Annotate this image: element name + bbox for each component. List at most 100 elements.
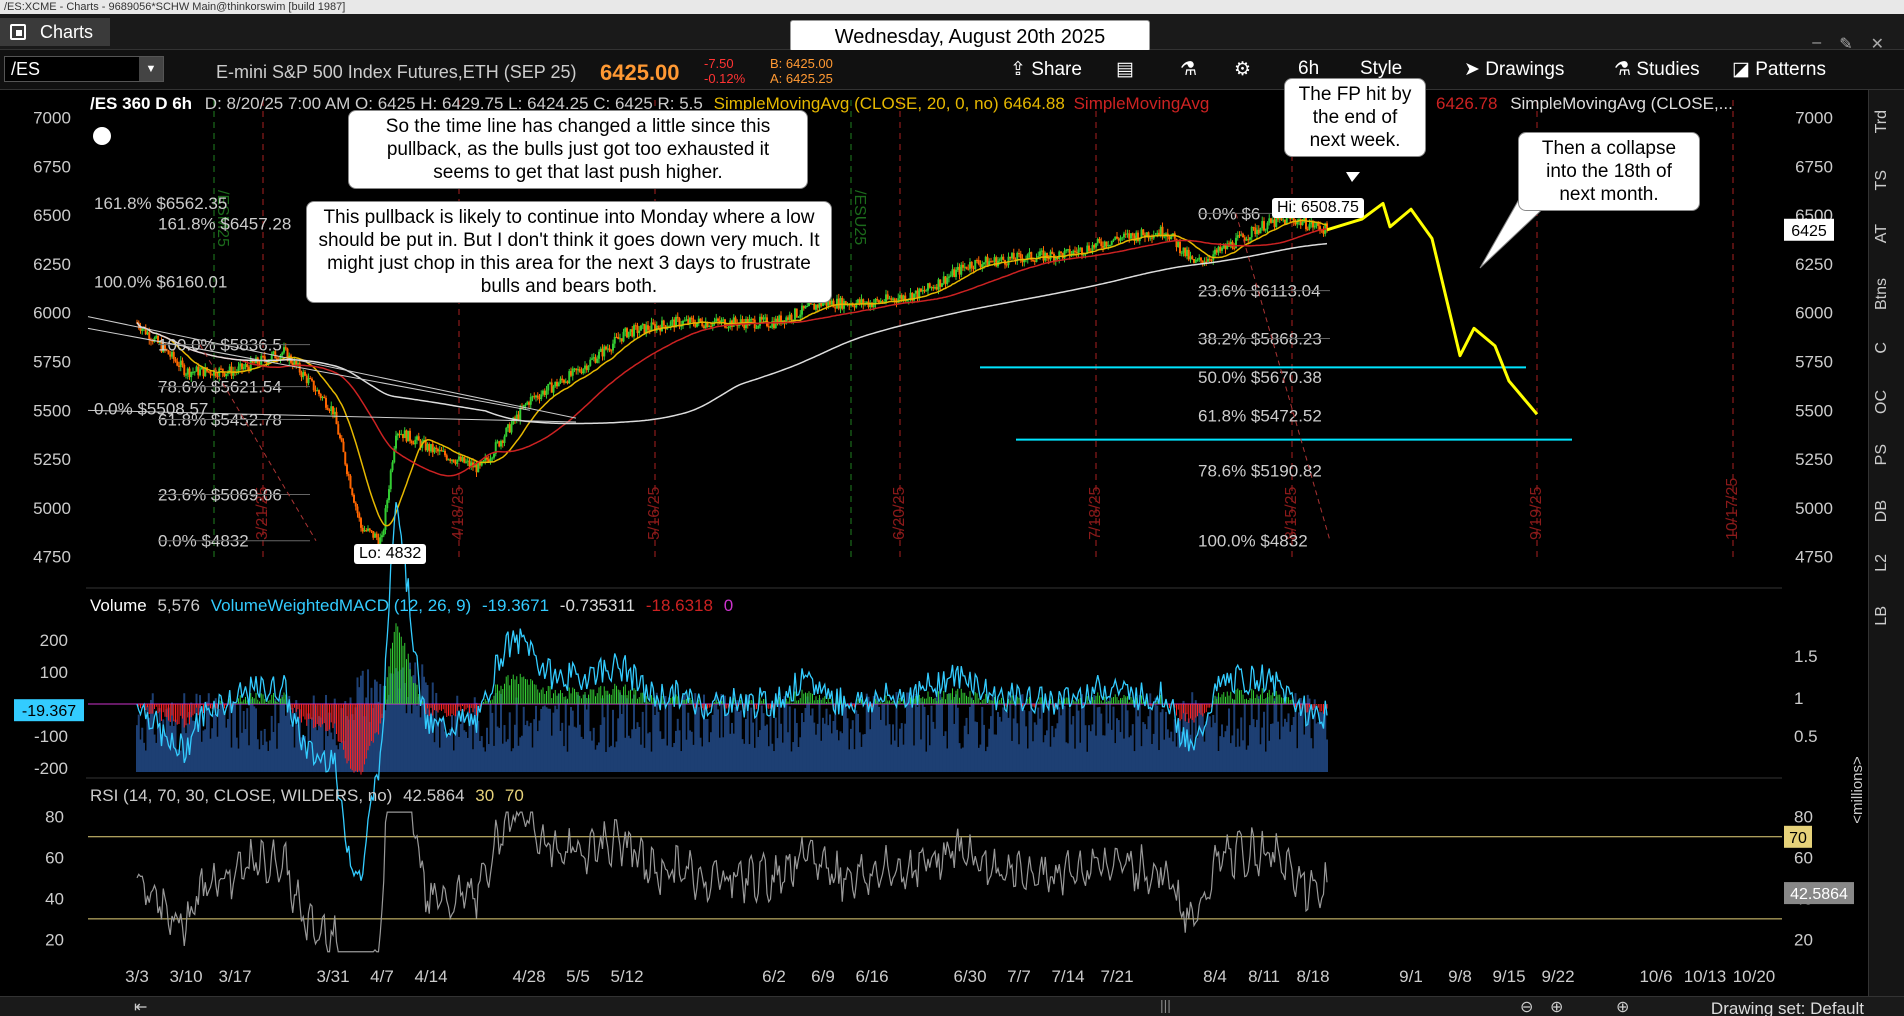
patterns-button[interactable]: ◪ Patterns — [1732, 58, 1826, 81]
crosshair-icon[interactable]: ⊕ — [1616, 999, 1630, 1016]
volume-bar — [143, 742, 145, 772]
volume-bar — [823, 723, 826, 772]
candle-body — [1238, 235, 1241, 237]
candle-body — [613, 336, 616, 344]
symbol-input[interactable]: /ES ▼ — [4, 56, 164, 82]
volume-bar — [843, 698, 845, 772]
volume-bar — [515, 697, 518, 772]
candle-body — [144, 327, 147, 335]
volume-bar — [442, 717, 445, 772]
layout-icon[interactable]: ▤ — [1116, 59, 1134, 80]
volume-bar — [788, 706, 791, 772]
candle-body — [549, 382, 551, 385]
volume-bar — [1023, 710, 1026, 772]
candle-body — [265, 360, 268, 364]
volume-bar — [862, 734, 865, 772]
candle-body — [566, 381, 569, 384]
volume-bar — [1215, 696, 1218, 772]
close-icon[interactable]: ✕ — [1870, 36, 1884, 53]
right-tab-lb[interactable]: LB — [1873, 606, 1890, 626]
candle-body — [447, 459, 450, 461]
tab-charts[interactable]: Charts — [0, 18, 110, 46]
drawing-set-label[interactable]: Drawing set: Default — [1710, 999, 1864, 1016]
candle-body — [696, 322, 698, 327]
volume-bar — [430, 712, 432, 772]
share-button[interactable]: ⇪ Share — [1010, 58, 1082, 81]
volume-bar — [641, 711, 644, 772]
share-icon: ⇪ — [1010, 59, 1032, 80]
scrollbar-handle[interactable]: ||| — [1160, 997, 1171, 1013]
volume-bar — [1126, 710, 1129, 772]
candle-body — [302, 371, 305, 378]
candle-body — [1040, 250, 1043, 252]
gear-icon[interactable]: ⚙ — [1234, 59, 1252, 80]
volume-bar — [1296, 748, 1299, 772]
right-tab-at[interactable]: AT — [1873, 224, 1890, 244]
volume-bar — [767, 746, 770, 772]
volume-bar — [412, 675, 415, 772]
macd-current-tag — [14, 699, 84, 722]
candle-body — [645, 325, 648, 334]
volume-bar — [200, 741, 203, 772]
volume-bar — [421, 664, 424, 772]
right-tab-trd[interactable]: Trd — [1873, 110, 1890, 134]
candle-body — [1317, 222, 1320, 227]
volume-bar — [391, 673, 394, 772]
candle-body — [599, 348, 602, 352]
y-tick-right: 5000 — [1795, 499, 1833, 518]
timeframe-button[interactable]: 6h — [1298, 58, 1320, 79]
fib-right-label: 23.6% $6113.04 — [1198, 282, 1321, 301]
candle-body — [393, 448, 396, 463]
minimize-icon[interactable]: – — [1812, 34, 1822, 51]
candle-body — [704, 322, 707, 329]
volume-bar — [472, 749, 474, 772]
right-tab-ps[interactable]: PS — [1873, 444, 1890, 466]
right-tab-c[interactable]: C — [1873, 342, 1890, 354]
annotation-fp-hit: The FP hit by the end of next week. — [1284, 78, 1426, 157]
volume-bar — [594, 749, 597, 772]
volume-bar — [193, 721, 196, 772]
volume-bar — [1005, 712, 1008, 772]
ask-value: A: 6425.25 — [770, 71, 833, 86]
volume-bar — [262, 745, 264, 772]
zoom-out-icon[interactable]: ⊖ — [1520, 999, 1534, 1016]
candle-body — [923, 289, 926, 292]
candle-body — [928, 283, 931, 288]
pin-icon[interactable]: ✎ — [1839, 36, 1853, 53]
right-tab-db[interactable]: DB — [1873, 500, 1890, 523]
volume-bar — [668, 697, 670, 772]
right-tab-oc[interactable]: OC — [1873, 390, 1890, 414]
volume-bar — [540, 708, 543, 772]
candle-body — [1065, 249, 1068, 252]
volume-bar — [1040, 701, 1043, 772]
candle-body — [213, 369, 215, 376]
chevron-down-icon[interactable]: ▼ — [139, 57, 163, 81]
candle-body — [1303, 217, 1306, 223]
right-tab-l2[interactable]: L2 — [1873, 554, 1890, 572]
candle-body — [386, 500, 389, 509]
volume-bar — [326, 736, 329, 772]
volume-bar — [836, 729, 838, 772]
volume-bar — [937, 697, 940, 772]
right-tab-btns[interactable]: Btns — [1873, 278, 1890, 311]
symbol-value: /ES — [11, 59, 41, 79]
volume-bar — [304, 736, 306, 772]
candle-body — [605, 346, 607, 350]
candle-body — [230, 366, 233, 376]
drawings-button[interactable]: ➤ Drawings — [1464, 58, 1564, 81]
candle-body — [202, 367, 205, 377]
volume-bar — [1306, 694, 1309, 772]
scroll-left-icon[interactable]: ⇤ — [134, 999, 148, 1016]
right-tab-ts[interactable]: TS — [1873, 170, 1890, 191]
volume-bar — [984, 751, 987, 772]
candle-body — [501, 440, 504, 443]
zoom-in-icon[interactable]: ⊕ — [1550, 999, 1564, 1016]
candle-body — [570, 371, 572, 376]
volume-bar — [573, 726, 576, 772]
flask-icon[interactable]: ⚗ — [1180, 59, 1198, 80]
volume-bar — [671, 747, 674, 772]
candle-body — [879, 300, 882, 303]
style-button[interactable]: Style — [1360, 58, 1402, 80]
studies-button[interactable]: ⚗ Studies — [1614, 58, 1700, 81]
